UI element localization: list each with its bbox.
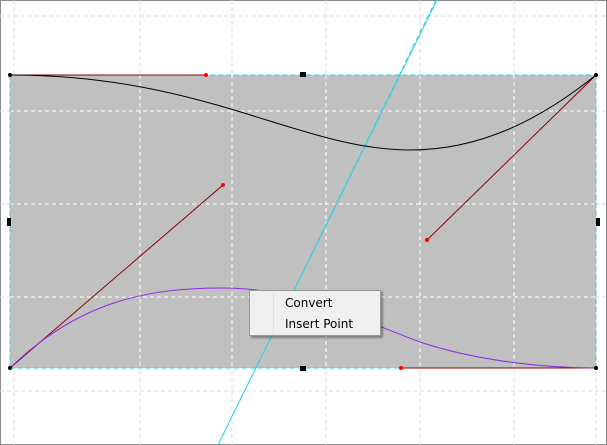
context-menu: Convert Insert Point xyxy=(249,290,381,336)
anchor-point xyxy=(594,366,598,370)
bezier-curve-top[interactable] xyxy=(9,74,597,151)
control-point xyxy=(221,183,225,187)
anchor-points[interactable] xyxy=(8,73,598,370)
resize-handle-top xyxy=(300,72,306,77)
anchor-point xyxy=(8,366,12,370)
control-points[interactable] xyxy=(204,73,429,370)
resize-handle-right xyxy=(596,218,600,226)
anchor-point xyxy=(594,73,598,77)
resize-handle-left xyxy=(7,218,11,226)
diagonal-guide-line xyxy=(217,0,438,445)
control-handle-lines xyxy=(9,74,597,369)
menu-item-convert[interactable]: Convert xyxy=(285,296,333,310)
menu-item-insert-point[interactable]: Insert Point xyxy=(285,317,354,331)
resize-handles[interactable] xyxy=(7,72,600,371)
anchor-point xyxy=(8,73,12,77)
control-point xyxy=(204,73,208,77)
context-menu-gutter xyxy=(251,292,274,334)
resize-handle-bottom xyxy=(300,366,306,371)
control-point xyxy=(399,366,403,370)
control-point xyxy=(425,238,429,242)
